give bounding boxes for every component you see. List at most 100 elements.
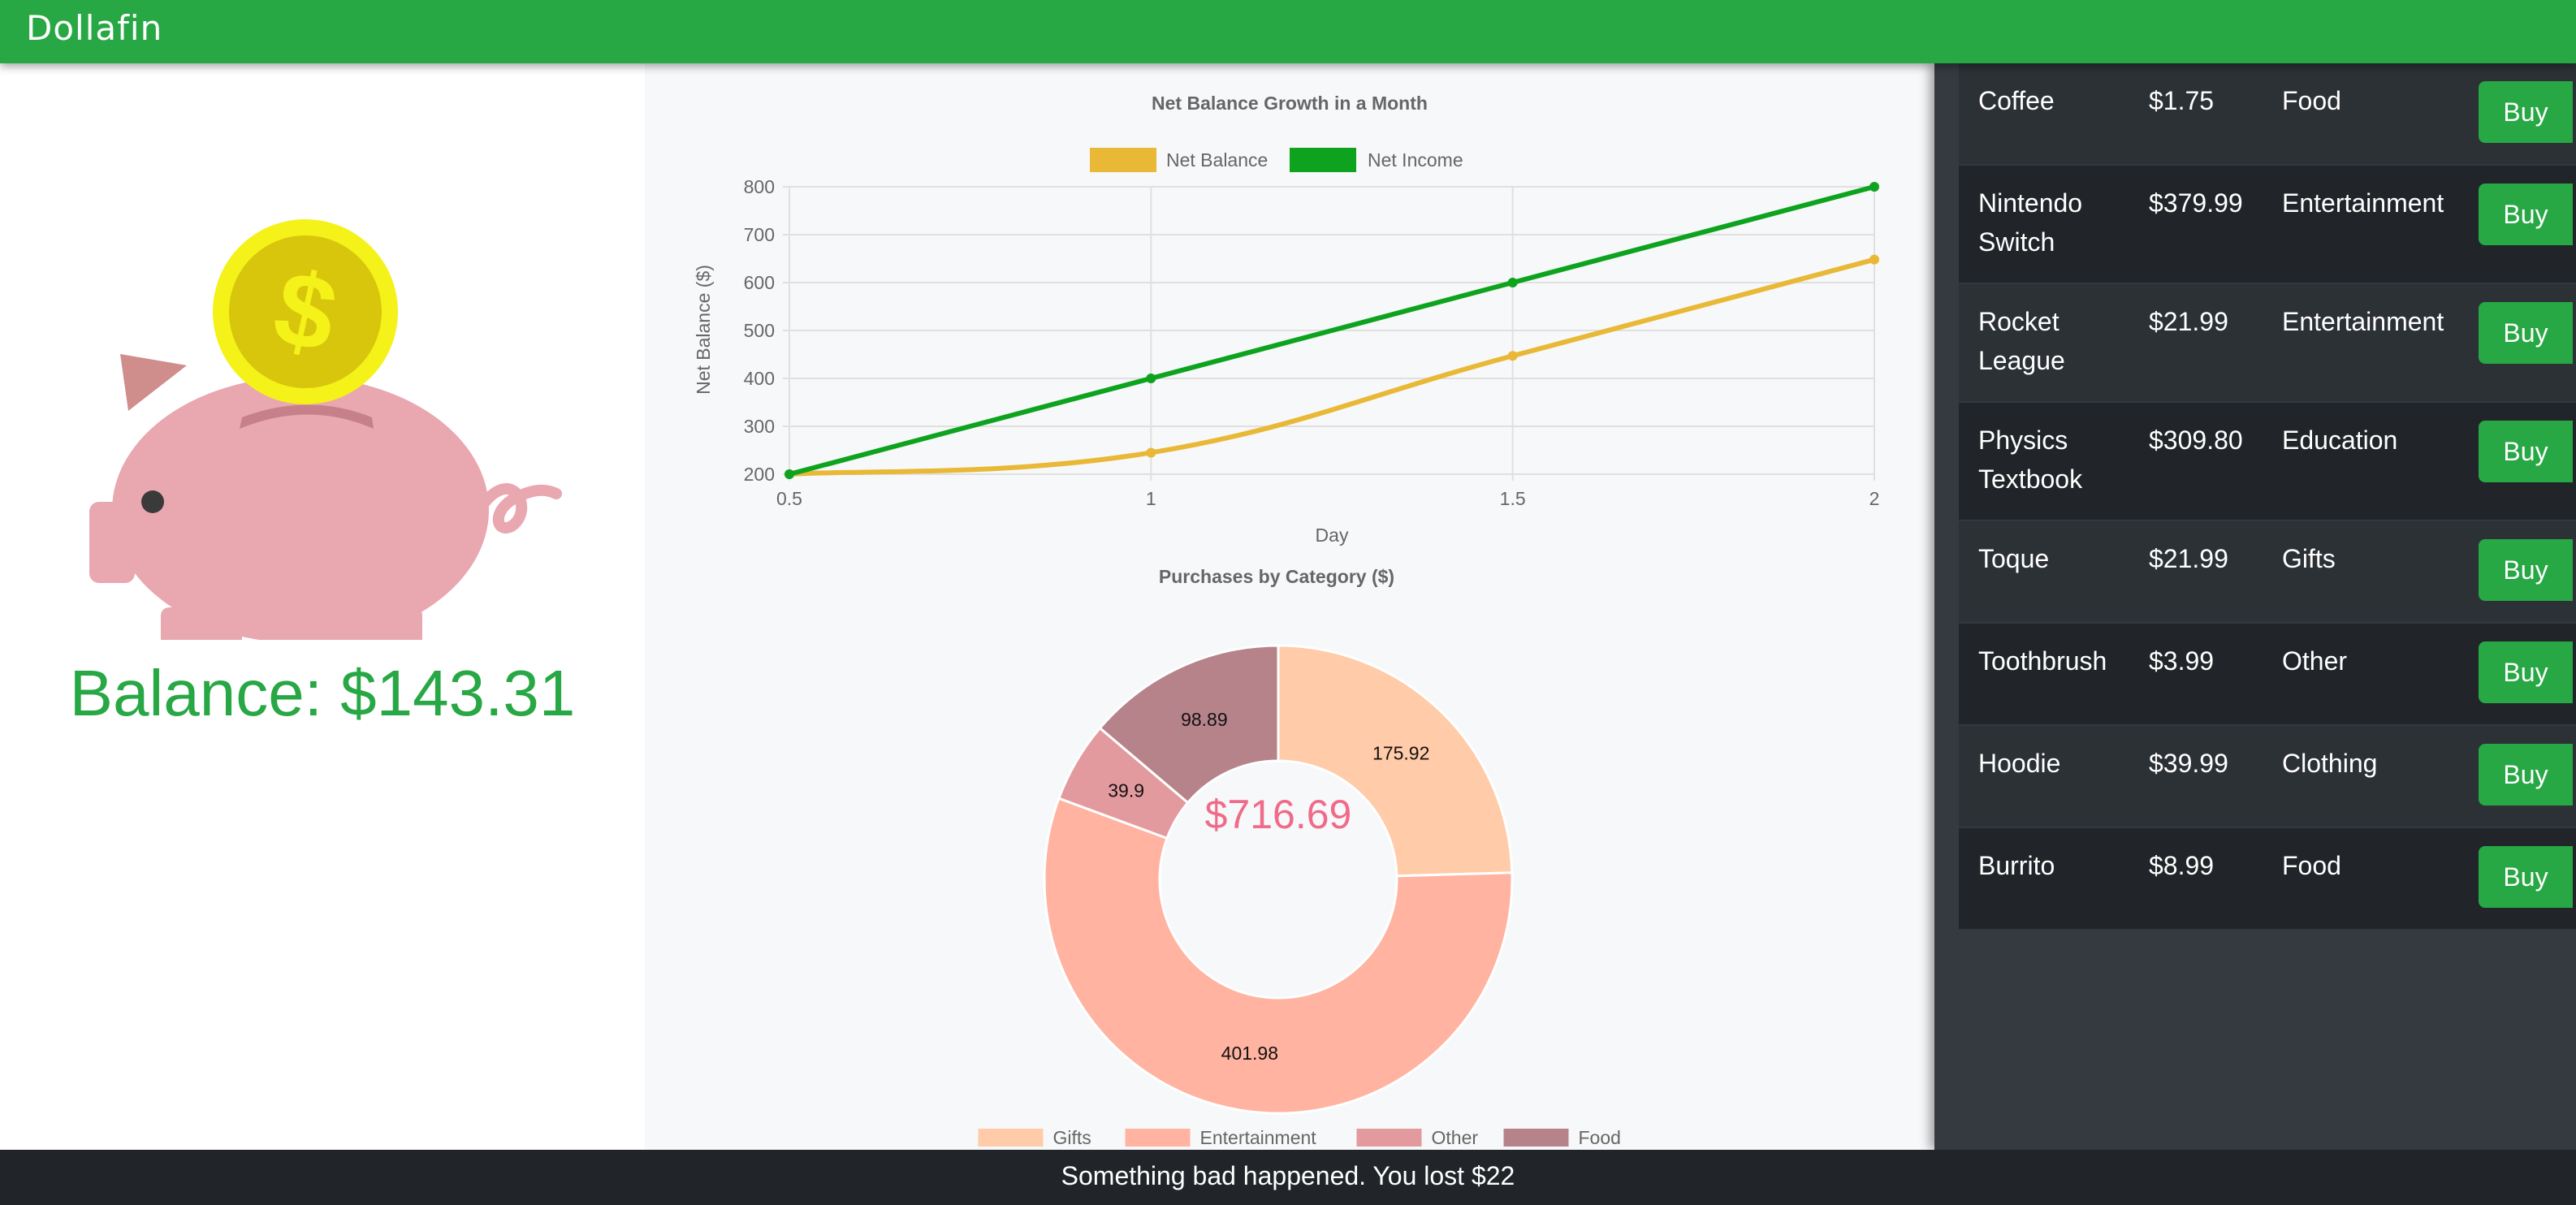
- shop-item-row: Toothbrush $3.99 Other Buy: [1959, 624, 2576, 726]
- donut-slice-entertainment[interactable]: [1043, 797, 1514, 1115]
- buy-button[interactable]: Buy: [2479, 641, 2573, 703]
- data-point[interactable]: [1146, 447, 1156, 458]
- donut-slice-food[interactable]: [1098, 644, 1280, 805]
- slice-value-label: 401.98: [1221, 1043, 1278, 1064]
- item-name: Toque: [1978, 544, 2050, 573]
- shop-item-row: Burrito $8.99 Food Buy: [1959, 828, 2576, 931]
- item-name: Coffee: [1978, 86, 2055, 115]
- buy-button[interactable]: Buy: [2479, 421, 2573, 482]
- slice-value-label: 39.9: [1108, 780, 1144, 801]
- legend-label-net-balance[interactable]: Net Balance: [1166, 149, 1268, 171]
- y-tick-label: 600: [744, 272, 775, 293]
- legend-label-gifts[interactable]: Gifts: [1053, 1127, 1091, 1148]
- balance-panel: $ Balance: $143.31: [0, 63, 645, 1150]
- buy-button[interactable]: Buy: [2479, 302, 2573, 364]
- item-name: Hoodie: [1978, 749, 2061, 778]
- shop-item-row: Rocket League $21.99 Entertainment Buy: [1959, 284, 2576, 403]
- x-tick-label: 0.5: [776, 488, 802, 509]
- data-point[interactable]: [1146, 374, 1156, 383]
- line-chart-y-ticks: 200 300 400 500 600 700 800: [744, 176, 775, 485]
- series-line-net-balance: [789, 257, 1875, 477]
- legend-label-net-income[interactable]: Net Income: [1368, 149, 1463, 171]
- item-category: Gifts: [2282, 544, 2336, 573]
- item-price: $3.99: [2149, 646, 2215, 676]
- item-category: Other: [2282, 646, 2348, 676]
- buy-button[interactable]: Buy: [2479, 81, 2573, 143]
- shop-item-row: Toque $21.99 Gifts Buy: [1959, 521, 2576, 624]
- dollar-coin-icon: $: [213, 219, 398, 404]
- x-tick-label: 1.5: [1500, 488, 1526, 509]
- shop-items-list: Coffee $1.75 Food Buy Nintendo Switch $3…: [1959, 63, 2576, 931]
- donut-chart-slices: [1043, 644, 1514, 1115]
- item-price: $21.99: [2149, 307, 2228, 336]
- item-price: $21.99: [2149, 544, 2228, 573]
- item-category: Food: [2282, 851, 2341, 880]
- shop-item-row: Coffee $1.75 Food Buy: [1959, 63, 2576, 166]
- data-point[interactable]: [1869, 182, 1879, 192]
- line-chart-legend: Net Balance Net Income: [1090, 148, 1463, 172]
- item-name: Rocket League: [1978, 307, 2065, 375]
- item-price: $8.99: [2149, 851, 2215, 880]
- line-chart-x-axis-label: Day: [1316, 525, 1349, 546]
- legend-swatch-other: [1356, 1129, 1422, 1147]
- line-chart-series: [784, 182, 1879, 479]
- legend-swatch-entertainment: [1125, 1129, 1191, 1147]
- slice-value-label: 175.92: [1372, 742, 1429, 763]
- donut-center-total: $716.69: [1205, 792, 1352, 837]
- item-name: Physics Textbook: [1978, 425, 2083, 494]
- event-message: Something bad happened. You lost $22: [1061, 1161, 1515, 1190]
- legend-label-other[interactable]: Other: [1432, 1127, 1479, 1148]
- legend-label-entertainment[interactable]: Entertainment: [1200, 1127, 1317, 1148]
- item-name: Nintendo Switch: [1978, 188, 2083, 257]
- x-tick-label: 1: [1146, 488, 1156, 509]
- line-chart-x-ticks: 0.5 1 1.5 2: [776, 488, 1879, 509]
- legend-label-food[interactable]: Food: [1579, 1127, 1621, 1148]
- shop-item-row: Hoodie $39.99 Clothing Buy: [1959, 726, 2576, 828]
- brand-logo[interactable]: Dollafin: [26, 8, 163, 48]
- shop-panel: Coffee $1.75 Food Buy Nintendo Switch $3…: [1934, 63, 2576, 1150]
- y-tick-label: 400: [744, 368, 775, 389]
- y-tick-label: 500: [744, 320, 775, 341]
- item-price: $379.99: [2149, 188, 2243, 218]
- item-name: Burrito: [1978, 851, 2055, 880]
- item-category: Clothing: [2282, 749, 2378, 778]
- data-point[interactable]: [1507, 278, 1518, 287]
- data-point[interactable]: [784, 469, 794, 479]
- top-navbar: Dollafin: [0, 0, 2576, 63]
- shop-item-row: Physics Textbook $309.80 Education Buy: [1959, 403, 2576, 521]
- item-price: $1.75: [2149, 86, 2215, 115]
- line-chart-title: Net Balance Growth in a Month: [1152, 93, 1428, 114]
- shop-item-row: Nintendo Switch $379.99 Entertainment Bu…: [1959, 166, 2576, 284]
- item-name: Toothbrush: [1978, 646, 2107, 676]
- y-tick-label: 800: [744, 176, 775, 197]
- item-category: Education: [2282, 425, 2398, 455]
- donut-chart-title: Purchases by Category ($): [1159, 566, 1394, 587]
- slice-value-label: 98.89: [1181, 709, 1228, 730]
- item-category: Food: [2282, 86, 2341, 115]
- item-category: Entertainment: [2282, 307, 2444, 336]
- data-point[interactable]: [1869, 254, 1879, 265]
- legend-swatch-net-income: [1290, 148, 1356, 172]
- piggy-bank-icon: $: [89, 219, 562, 640]
- series-line-net-income: [789, 184, 1875, 477]
- balance-amount: Balance: $143.31: [69, 657, 576, 729]
- buy-button[interactable]: Buy: [2479, 846, 2573, 908]
- buy-button[interactable]: Buy: [2479, 184, 2573, 245]
- buy-button[interactable]: Buy: [2479, 539, 2573, 601]
- y-tick-label: 200: [744, 464, 775, 485]
- item-price: $309.80: [2149, 425, 2243, 455]
- donut-slice-gifts[interactable]: [1277, 644, 1514, 878]
- charts-panel: Net Balance Growth in a Month Net Balanc…: [645, 63, 1934, 1150]
- donut-chart-value-labels: 175.92 401.98 39.9 98.89: [1108, 709, 1429, 1064]
- donut-chart-legend: Gifts Entertainment Other Food: [978, 1127, 1621, 1148]
- legend-swatch-net-balance: [1090, 148, 1156, 172]
- item-price: $39.99: [2149, 749, 2228, 778]
- charts-canvas: Net Balance Growth in a Month Net Balanc…: [693, 93, 1879, 1148]
- item-category: Entertainment: [2282, 188, 2444, 218]
- buy-button[interactable]: Buy: [2479, 744, 2573, 805]
- x-tick-label: 2: [1869, 488, 1880, 509]
- legend-swatch-food: [1503, 1129, 1569, 1147]
- y-tick-label: 700: [744, 224, 775, 245]
- data-point[interactable]: [1507, 351, 1518, 361]
- notification-footer: Something bad happened. You lost $22: [0, 1150, 2576, 1205]
